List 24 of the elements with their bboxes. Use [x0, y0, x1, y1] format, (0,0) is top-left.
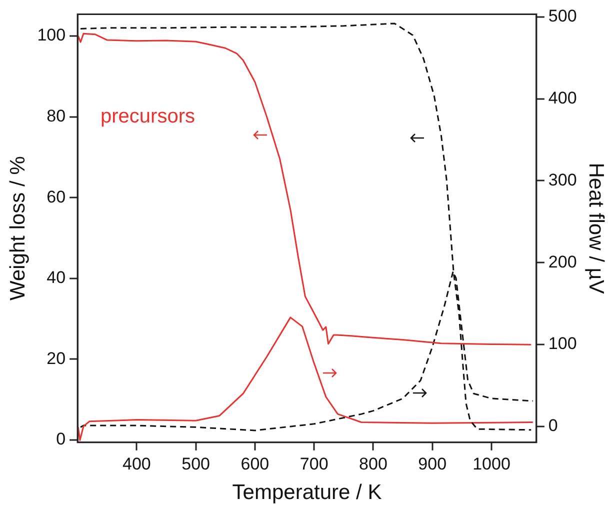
x-axis-title: Temperature / K: [232, 481, 382, 504]
x-tick-label: 600: [240, 454, 270, 474]
x-tick-label: 1000: [472, 454, 510, 474]
x-tick-label: 900: [418, 454, 447, 474]
y-tick-label: 60: [46, 187, 66, 206]
line-series: [80, 22, 532, 431]
text: precursors: [100, 105, 195, 128]
y-tick-label: 40: [46, 268, 66, 288]
x-tick-label: 500: [182, 454, 210, 474]
y-tick-label: 100: [37, 26, 66, 45]
y-tick-label: 80: [46, 106, 66, 126]
y-tick-label: 20: [46, 348, 66, 368]
y2-tick-label: 500: [548, 6, 577, 26]
y2-tick-label: 200: [548, 252, 577, 272]
y2-tick-label: 100: [548, 334, 577, 354]
y2-tick-label: 400: [548, 88, 577, 108]
x-tick-label: 800: [359, 454, 388, 474]
y-axis-title: Weight loss / %: [6, 156, 30, 300]
y-tick-label: 0: [56, 430, 66, 449]
y2-tick-label: 0: [548, 416, 558, 436]
x-tick-label: 700: [300, 454, 328, 474]
y2-tick-label: 300: [548, 170, 577, 190]
x-tick-label: 400: [122, 454, 151, 474]
y2-axis-title: Heat flow / µV: [584, 162, 608, 294]
